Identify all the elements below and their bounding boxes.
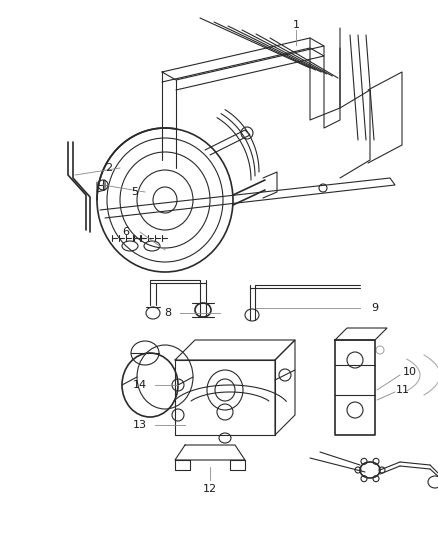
Text: 6: 6 [123,227,130,237]
Text: 5: 5 [131,187,138,197]
Text: 12: 12 [203,484,217,494]
Text: 8: 8 [164,308,172,318]
Text: 11: 11 [396,385,410,395]
Text: 2: 2 [106,163,113,173]
Text: 14: 14 [133,380,147,390]
Text: 13: 13 [133,420,147,430]
Text: 9: 9 [371,303,378,313]
Text: 1: 1 [293,20,300,30]
Text: 10: 10 [403,367,417,377]
